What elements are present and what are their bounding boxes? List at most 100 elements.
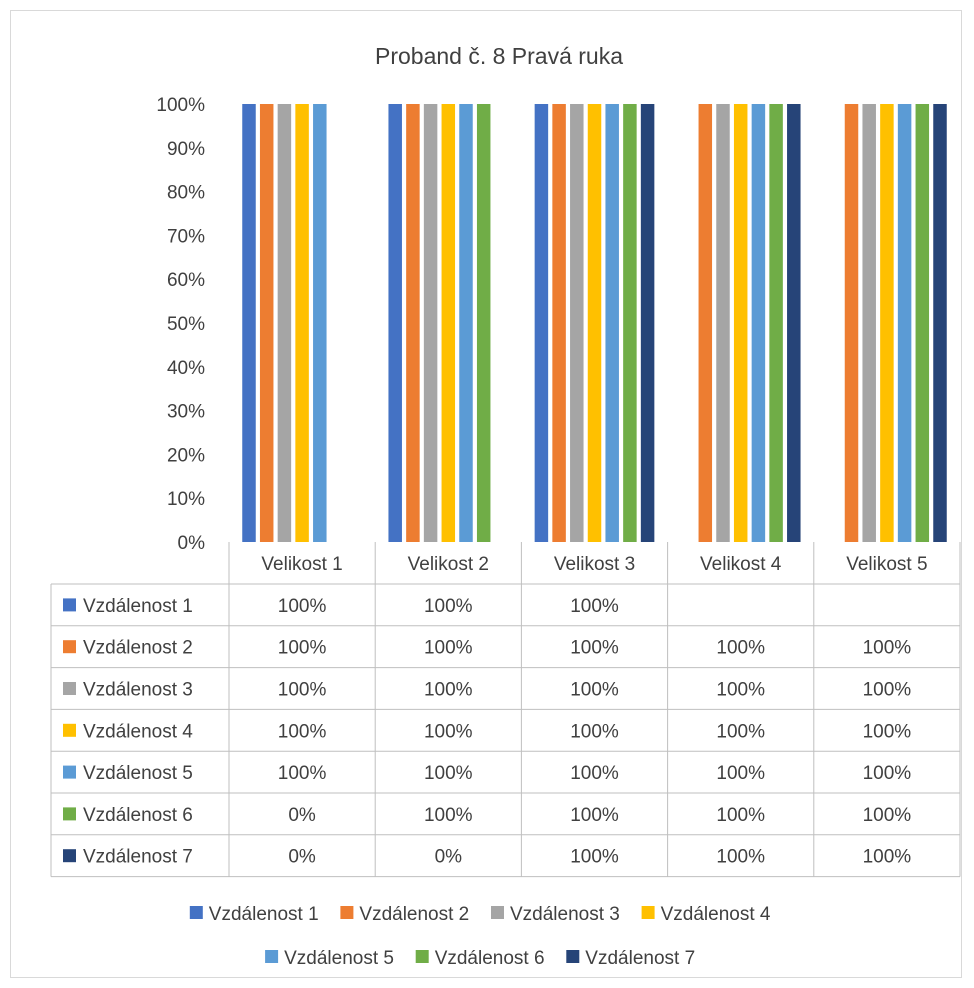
bar-5-5 xyxy=(897,104,912,542)
data-label: 100% xyxy=(570,763,619,784)
legend-swatch-4 xyxy=(641,906,655,919)
y-tick-label: 70% xyxy=(167,226,205,247)
data-label: 100% xyxy=(863,638,912,659)
data-label: 100% xyxy=(863,721,912,742)
legend-swatch-6 xyxy=(415,950,429,963)
legend: Vzdálenost 1 Vzdálenost 2 Vzdálenost 3 Vzdá… xyxy=(189,904,771,969)
row-swatch-1 xyxy=(63,598,76,612)
data-label: 100% xyxy=(424,596,473,617)
legend-swatch-1 xyxy=(189,906,203,919)
data-label: 100% xyxy=(424,680,473,701)
row-label: Vzdálenost 7 xyxy=(83,847,193,868)
bar-1-2 xyxy=(388,104,402,542)
y-tick-label: 60% xyxy=(167,270,205,291)
data-label: 100% xyxy=(716,805,765,826)
data-label: 100% xyxy=(278,638,327,659)
bar-5-3 xyxy=(605,104,619,542)
bar-6-2 xyxy=(476,104,491,542)
bar-4-5 xyxy=(880,104,894,542)
data-label: 100% xyxy=(278,721,327,742)
data-label: 100% xyxy=(424,721,473,742)
category-label: Velikost 4 xyxy=(700,554,782,575)
bar-4-2 xyxy=(441,104,456,542)
bar-4-4 xyxy=(733,104,748,542)
data-label: 100% xyxy=(570,680,619,701)
data-label: 100% xyxy=(716,638,765,659)
bar-4-3 xyxy=(587,104,602,542)
row-swatch-3 xyxy=(63,682,76,695)
data-label: 100% xyxy=(863,763,912,784)
bar-3-3 xyxy=(570,104,584,542)
row-swatch-6 xyxy=(63,807,76,821)
category-label: Velikost 5 xyxy=(846,554,927,575)
legend-swatch-3 xyxy=(491,906,504,919)
bar-2-1 xyxy=(259,104,274,542)
chart-frame: Proband č. 8 Pravá ruka 0% 10% 20% 30% 40% 50… xyxy=(10,10,962,978)
y-tick-label: 50% xyxy=(167,314,205,335)
bar-6-5 xyxy=(915,104,930,542)
data-label: 0% xyxy=(435,847,463,868)
y-tick-label: 20% xyxy=(167,445,205,466)
row-label: Vzdálenost 6 xyxy=(83,805,193,826)
y-tick-label: 90% xyxy=(167,139,205,160)
category-label: Velikost 3 xyxy=(554,554,635,575)
bar-2-5 xyxy=(844,104,859,542)
data-label: 100% xyxy=(716,763,765,784)
bar-3-4 xyxy=(716,104,730,542)
bar-5-4 xyxy=(751,104,766,542)
bar-chart-with-data-table: Proband č. 8 Pravá ruka 0% 10% 20% 30% 40% 50… xyxy=(50,43,961,969)
bar-2-4 xyxy=(698,104,713,542)
data-table: Velikost 1 Velikost 2 Velikost 3 Velikost 4… xyxy=(50,542,961,878)
category-label: Velikost 2 xyxy=(408,554,489,575)
bar-6-3 xyxy=(623,104,637,542)
bar-4-1 xyxy=(295,104,309,542)
y-tick-label: 80% xyxy=(167,183,205,204)
legend-label: Vzdálenost 4 xyxy=(661,904,771,925)
data-label: 100% xyxy=(570,596,619,617)
data-label: 100% xyxy=(278,680,327,701)
bar-6-4 xyxy=(769,104,783,542)
bar-5-2 xyxy=(459,104,473,542)
data-label: 0% xyxy=(288,805,316,826)
y-tick-label: 100% xyxy=(156,95,205,116)
legend-swatch-7 xyxy=(566,950,580,963)
y-tick-label: 30% xyxy=(167,402,205,423)
y-tick-label: 40% xyxy=(167,358,205,379)
legend-swatch-5 xyxy=(265,950,279,963)
row-swatch-7 xyxy=(63,849,76,863)
row-label: Vzdálenost 2 xyxy=(83,638,193,659)
bar-7-3 xyxy=(640,104,655,542)
data-label: 100% xyxy=(863,847,912,868)
data-label: 100% xyxy=(424,638,473,659)
data-label: 100% xyxy=(716,721,765,742)
data-label: 100% xyxy=(278,763,327,784)
bar-7-5 xyxy=(933,104,947,542)
bar-3-1 xyxy=(277,104,292,542)
legend-label: Vzdálenost 1 xyxy=(209,904,319,925)
data-label: 100% xyxy=(570,805,619,826)
row-label: Vzdálenost 5 xyxy=(83,763,193,784)
bar-3-5 xyxy=(862,104,876,542)
category-label: Velikost 1 xyxy=(261,554,342,575)
bar-1-1 xyxy=(242,104,256,542)
y-tick-label: 0% xyxy=(178,533,206,554)
row-swatch-4 xyxy=(63,723,76,737)
data-label: 0% xyxy=(288,847,316,868)
legend-label: Vzdálenost 3 xyxy=(510,904,620,925)
bar-1-3 xyxy=(534,104,549,542)
legend-label: Vzdálenost 6 xyxy=(435,948,545,969)
data-label: 100% xyxy=(424,805,473,826)
data-label: 100% xyxy=(863,680,912,701)
legend-swatch-2 xyxy=(340,906,354,919)
row-label: Vzdálenost 4 xyxy=(83,721,193,742)
bar-7-4 xyxy=(787,104,801,542)
legend-label: Vzdálenost 7 xyxy=(585,948,695,969)
data-label: 100% xyxy=(570,847,619,868)
y-tick-label: 10% xyxy=(167,489,205,510)
data-label: 100% xyxy=(716,847,765,868)
bar-5-1 xyxy=(313,104,327,542)
row-swatch-2 xyxy=(63,640,76,654)
row-swatch-5 xyxy=(63,765,76,779)
bars-group xyxy=(242,104,947,542)
data-label: 100% xyxy=(863,805,912,826)
